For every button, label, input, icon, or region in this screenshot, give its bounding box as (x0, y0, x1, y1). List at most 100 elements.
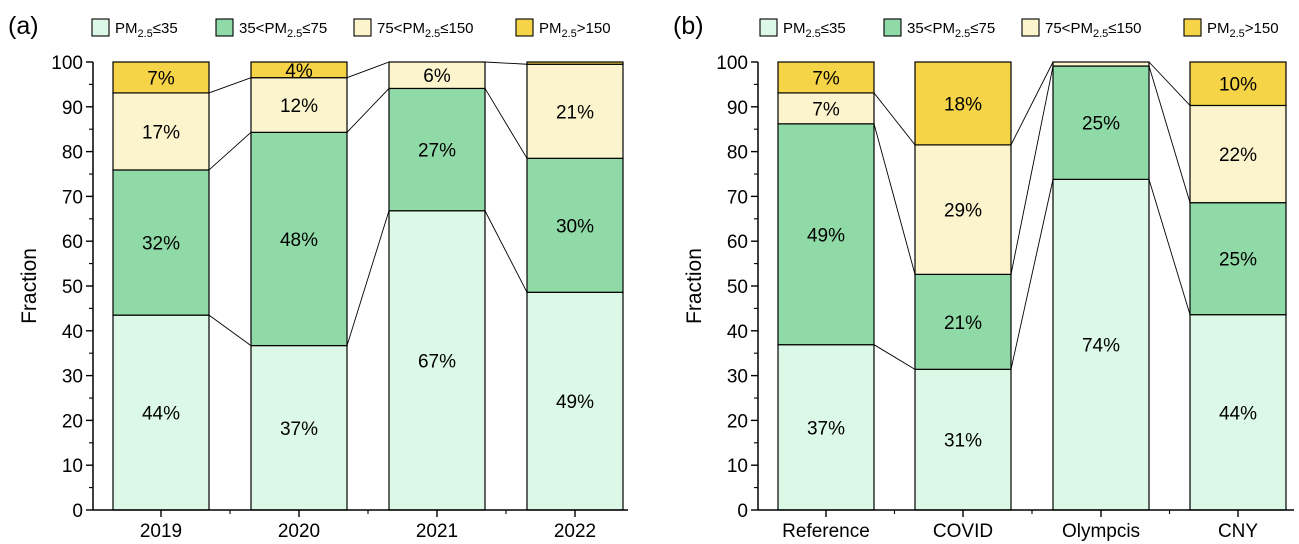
bar-segment-2020-pm25_35_75 (250, 131, 348, 347)
data-label: 29% (944, 201, 982, 222)
bar-segment-reference-pm25_gt150 (777, 61, 875, 94)
y-tick-label: 60 (727, 232, 748, 253)
x-tick-label: Olympcis (1062, 521, 1140, 542)
legend-label: PM2.5≤35 (783, 20, 846, 40)
bar-segment-cny-pm25_le35 (1189, 314, 1287, 511)
connector-line (1148, 179, 1191, 315)
bar-segment-reference-pm25_75_150 (777, 92, 875, 125)
y-tick-label: 20 (62, 411, 83, 432)
legend-swatch (91, 18, 110, 37)
connector-line (208, 132, 252, 171)
y-tick-label: 30 (727, 367, 748, 388)
bar-segment-reference-pm25_35_75 (777, 123, 875, 346)
chart-panel-a: 44% 32% 17% 7% 37% 48% 12% 4% 67% 27% 6% 49% 30% 21% 0… (8, 12, 628, 542)
bar-segment-2019-pm25_gt150 (112, 61, 210, 94)
connector-line (484, 88, 528, 159)
x-tick-label: CNY (1218, 521, 1258, 542)
bar-segment-olympcis-pm25_le35 (1052, 178, 1150, 511)
y-tick-label: 90 (727, 98, 748, 119)
y-tick-label: 80 (62, 143, 83, 164)
x-tick-label: 2020 (278, 521, 320, 542)
data-label: 21% (556, 102, 594, 123)
legend-swatch (515, 18, 534, 37)
data-label: 21% (944, 313, 982, 334)
x-tick-label: 2021 (416, 521, 458, 542)
legend: PM2.5≤35 35<PM2.5≤75 75<PM2.5≤150 PM2.5>150 (91, 18, 611, 40)
connector-line (484, 61, 528, 65)
data-label: 74% (1082, 336, 1120, 357)
y-tick-label: 70 (727, 187, 748, 208)
bar-segment-covid-pm25_gt150 (914, 61, 1012, 146)
connector-line (873, 123, 916, 275)
y-tick-label: 20 (727, 411, 748, 432)
connector-line (873, 92, 916, 146)
legend-swatch (215, 18, 234, 37)
data-label: 7% (812, 68, 840, 89)
y-tick-label: 40 (727, 322, 748, 343)
bar-segment-2021-pm25_le35 (388, 210, 486, 511)
bar-segment-2021-pm25_75_150 (388, 61, 486, 90)
data-label: 67% (418, 351, 456, 372)
panel-label: (a) (8, 12, 39, 40)
legend-swatch (759, 18, 778, 37)
bar-segment-cny-pm25_gt150 (1189, 61, 1287, 107)
bar-segment-cny-pm25_75_150 (1189, 104, 1287, 204)
y-tick-label: 40 (62, 322, 83, 343)
data-label: 18% (944, 94, 982, 115)
connector-line (346, 210, 390, 346)
data-label: 31% (944, 431, 982, 452)
x-tick-label: 2022 (554, 521, 596, 542)
bar-segment-2022-pm25_gt150 (526, 61, 624, 65)
connector-line (1010, 179, 1054, 370)
bar-segment-covid-pm25_35_75 (914, 273, 1012, 370)
legend-label: 35<PM2.5≤75 (239, 20, 327, 40)
bar-segment-2021-pm25_35_75 (388, 87, 486, 212)
data-label: 44% (1219, 403, 1257, 424)
chart-panel-b: 37% 49% 7% 7% 31% 21% 29% 18% 74% 25% 44% 25% 22% 10%… (673, 12, 1294, 542)
data-label: 32% (142, 234, 180, 255)
data-label: 25% (1082, 114, 1120, 135)
bar-segment-covid-pm25_le35 (914, 368, 1012, 511)
connector-line (1010, 61, 1054, 146)
data-label: 27% (418, 141, 456, 162)
data-label: 10% (1219, 75, 1257, 96)
bar-segment-2022-pm25_75_150 (526, 63, 624, 159)
y-tick-label: 100 (716, 53, 748, 74)
x-tick-label: 2019 (140, 521, 182, 542)
y-tick-label: 30 (62, 367, 83, 388)
legend-swatch (883, 18, 902, 37)
legend-label: 75<PM2.5≤150 (377, 20, 474, 40)
y-axis-title: Fraction (683, 248, 706, 324)
legend-label: PM2.5≤35 (115, 20, 178, 40)
y-tick-label: 70 (62, 187, 83, 208)
y-tick-label: 80 (727, 143, 748, 164)
data-label: 17% (142, 122, 180, 143)
legend-label: 75<PM2.5≤150 (1045, 20, 1142, 40)
legend-swatch (353, 18, 372, 37)
connector-line (1148, 61, 1191, 106)
y-axis-title: Fraction (18, 248, 41, 324)
bar-segment-reference-pm25_le35 (777, 344, 875, 511)
y-tick-label: 0 (72, 501, 83, 522)
y-tick-label: 50 (727, 277, 748, 298)
data-label: 6% (423, 66, 451, 87)
x-tick-label: Reference (782, 521, 870, 542)
y-tick-label: 60 (62, 232, 83, 253)
connector-line (484, 210, 528, 293)
legend-swatch (1183, 18, 1202, 37)
bar-segment-olympcis-pm25_35_75 (1052, 65, 1150, 180)
connector-line (1148, 65, 1191, 203)
y-tick-label: 100 (51, 53, 83, 74)
y-tick-label: 90 (62, 98, 83, 119)
bar-segment-2020-pm25_le35 (250, 344, 348, 511)
legend-label: 35<PM2.5≤75 (907, 20, 995, 40)
y-tick-label: 10 (62, 456, 83, 477)
connector-line (346, 88, 390, 133)
connector-line (1010, 65, 1054, 275)
connector-line (208, 77, 252, 94)
x-tick-label: COVID (933, 521, 993, 542)
bar-segment-olympcis-pm25_75_150 (1052, 61, 1150, 67)
panel-label: (b) (673, 12, 704, 40)
bar-segment-2019-pm25_35_75 (112, 169, 210, 316)
data-label: 30% (556, 216, 594, 237)
